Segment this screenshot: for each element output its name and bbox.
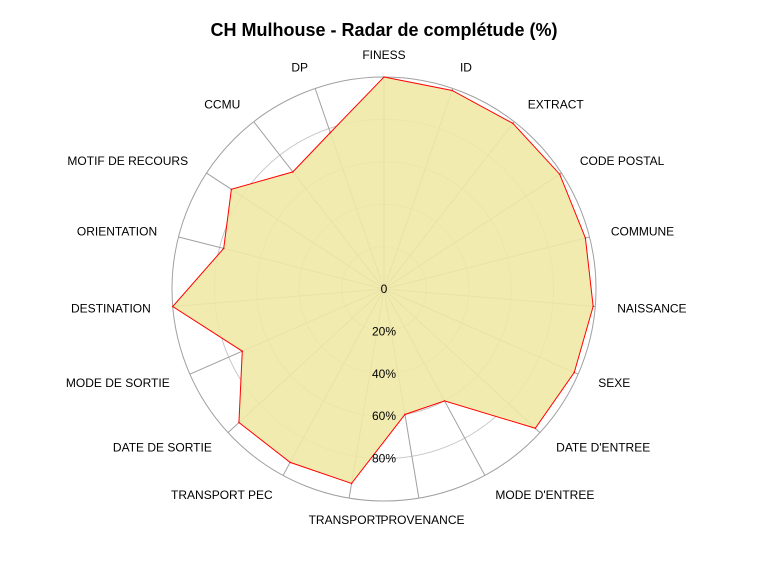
tick-label: 20% xyxy=(372,324,396,338)
axis-label: DP xyxy=(291,61,308,75)
axis-labels: FINESS ID EXTRACT CODE POSTAL COMMUNE NAISSAN… xyxy=(66,48,687,527)
data-point xyxy=(230,188,233,191)
tick-label: 40% xyxy=(372,367,396,381)
axis-label: MODE D'ENTREE xyxy=(495,488,594,502)
chart-title: CH Mulhouse - Radar de complétude (%) xyxy=(210,20,557,40)
data-point xyxy=(222,247,225,250)
data-point xyxy=(443,400,446,402)
data-point xyxy=(592,305,594,308)
tick-label: 0 xyxy=(381,282,388,296)
axis-label: TRANSPORT xyxy=(309,513,383,527)
axis-label: DATE D'ENTREE xyxy=(556,440,650,454)
series-polygon xyxy=(171,76,594,485)
data-point xyxy=(534,427,537,430)
axis-label: ORIENTATION xyxy=(77,225,157,239)
data-point xyxy=(404,413,406,416)
tick-label: 60% xyxy=(372,409,396,423)
data-point xyxy=(573,371,576,374)
tick-label: 80% xyxy=(372,452,396,466)
radar-series xyxy=(171,76,594,485)
axis-label: DATE DE SORTIE xyxy=(113,440,212,454)
axis-label: SEXE xyxy=(598,376,630,390)
data-point xyxy=(329,131,332,134)
axis-label: DESTINATION xyxy=(71,301,151,315)
data-point xyxy=(383,76,385,78)
data-point xyxy=(558,173,561,176)
axis-label: EXTRACT xyxy=(528,97,585,111)
axis-label: MODE DE SORTIE xyxy=(66,376,170,390)
data-point xyxy=(512,122,514,125)
data-point xyxy=(584,237,587,239)
data-point xyxy=(289,461,291,464)
axis-label: NAISSANCE xyxy=(617,301,686,315)
data-point xyxy=(451,89,453,92)
data-point xyxy=(292,171,294,173)
axis-label: MOTIF DE RECOURS xyxy=(67,154,188,168)
axis-label: CODE POSTAL xyxy=(580,154,665,168)
data-point xyxy=(350,482,353,485)
tick-labels: 0 20% 40% 60% 80% xyxy=(372,282,396,466)
data-point xyxy=(171,305,174,308)
data-point xyxy=(238,421,240,424)
data-point xyxy=(241,350,244,352)
axis-label: ID xyxy=(460,61,472,75)
axis-label: PROVENANCE xyxy=(380,513,464,527)
axis-label: TRANSPORT PEC xyxy=(171,488,273,502)
axis-label: FINESS xyxy=(362,48,405,62)
axis-label: COMMUNE xyxy=(611,225,674,239)
axis-label: CCMU xyxy=(204,97,240,111)
